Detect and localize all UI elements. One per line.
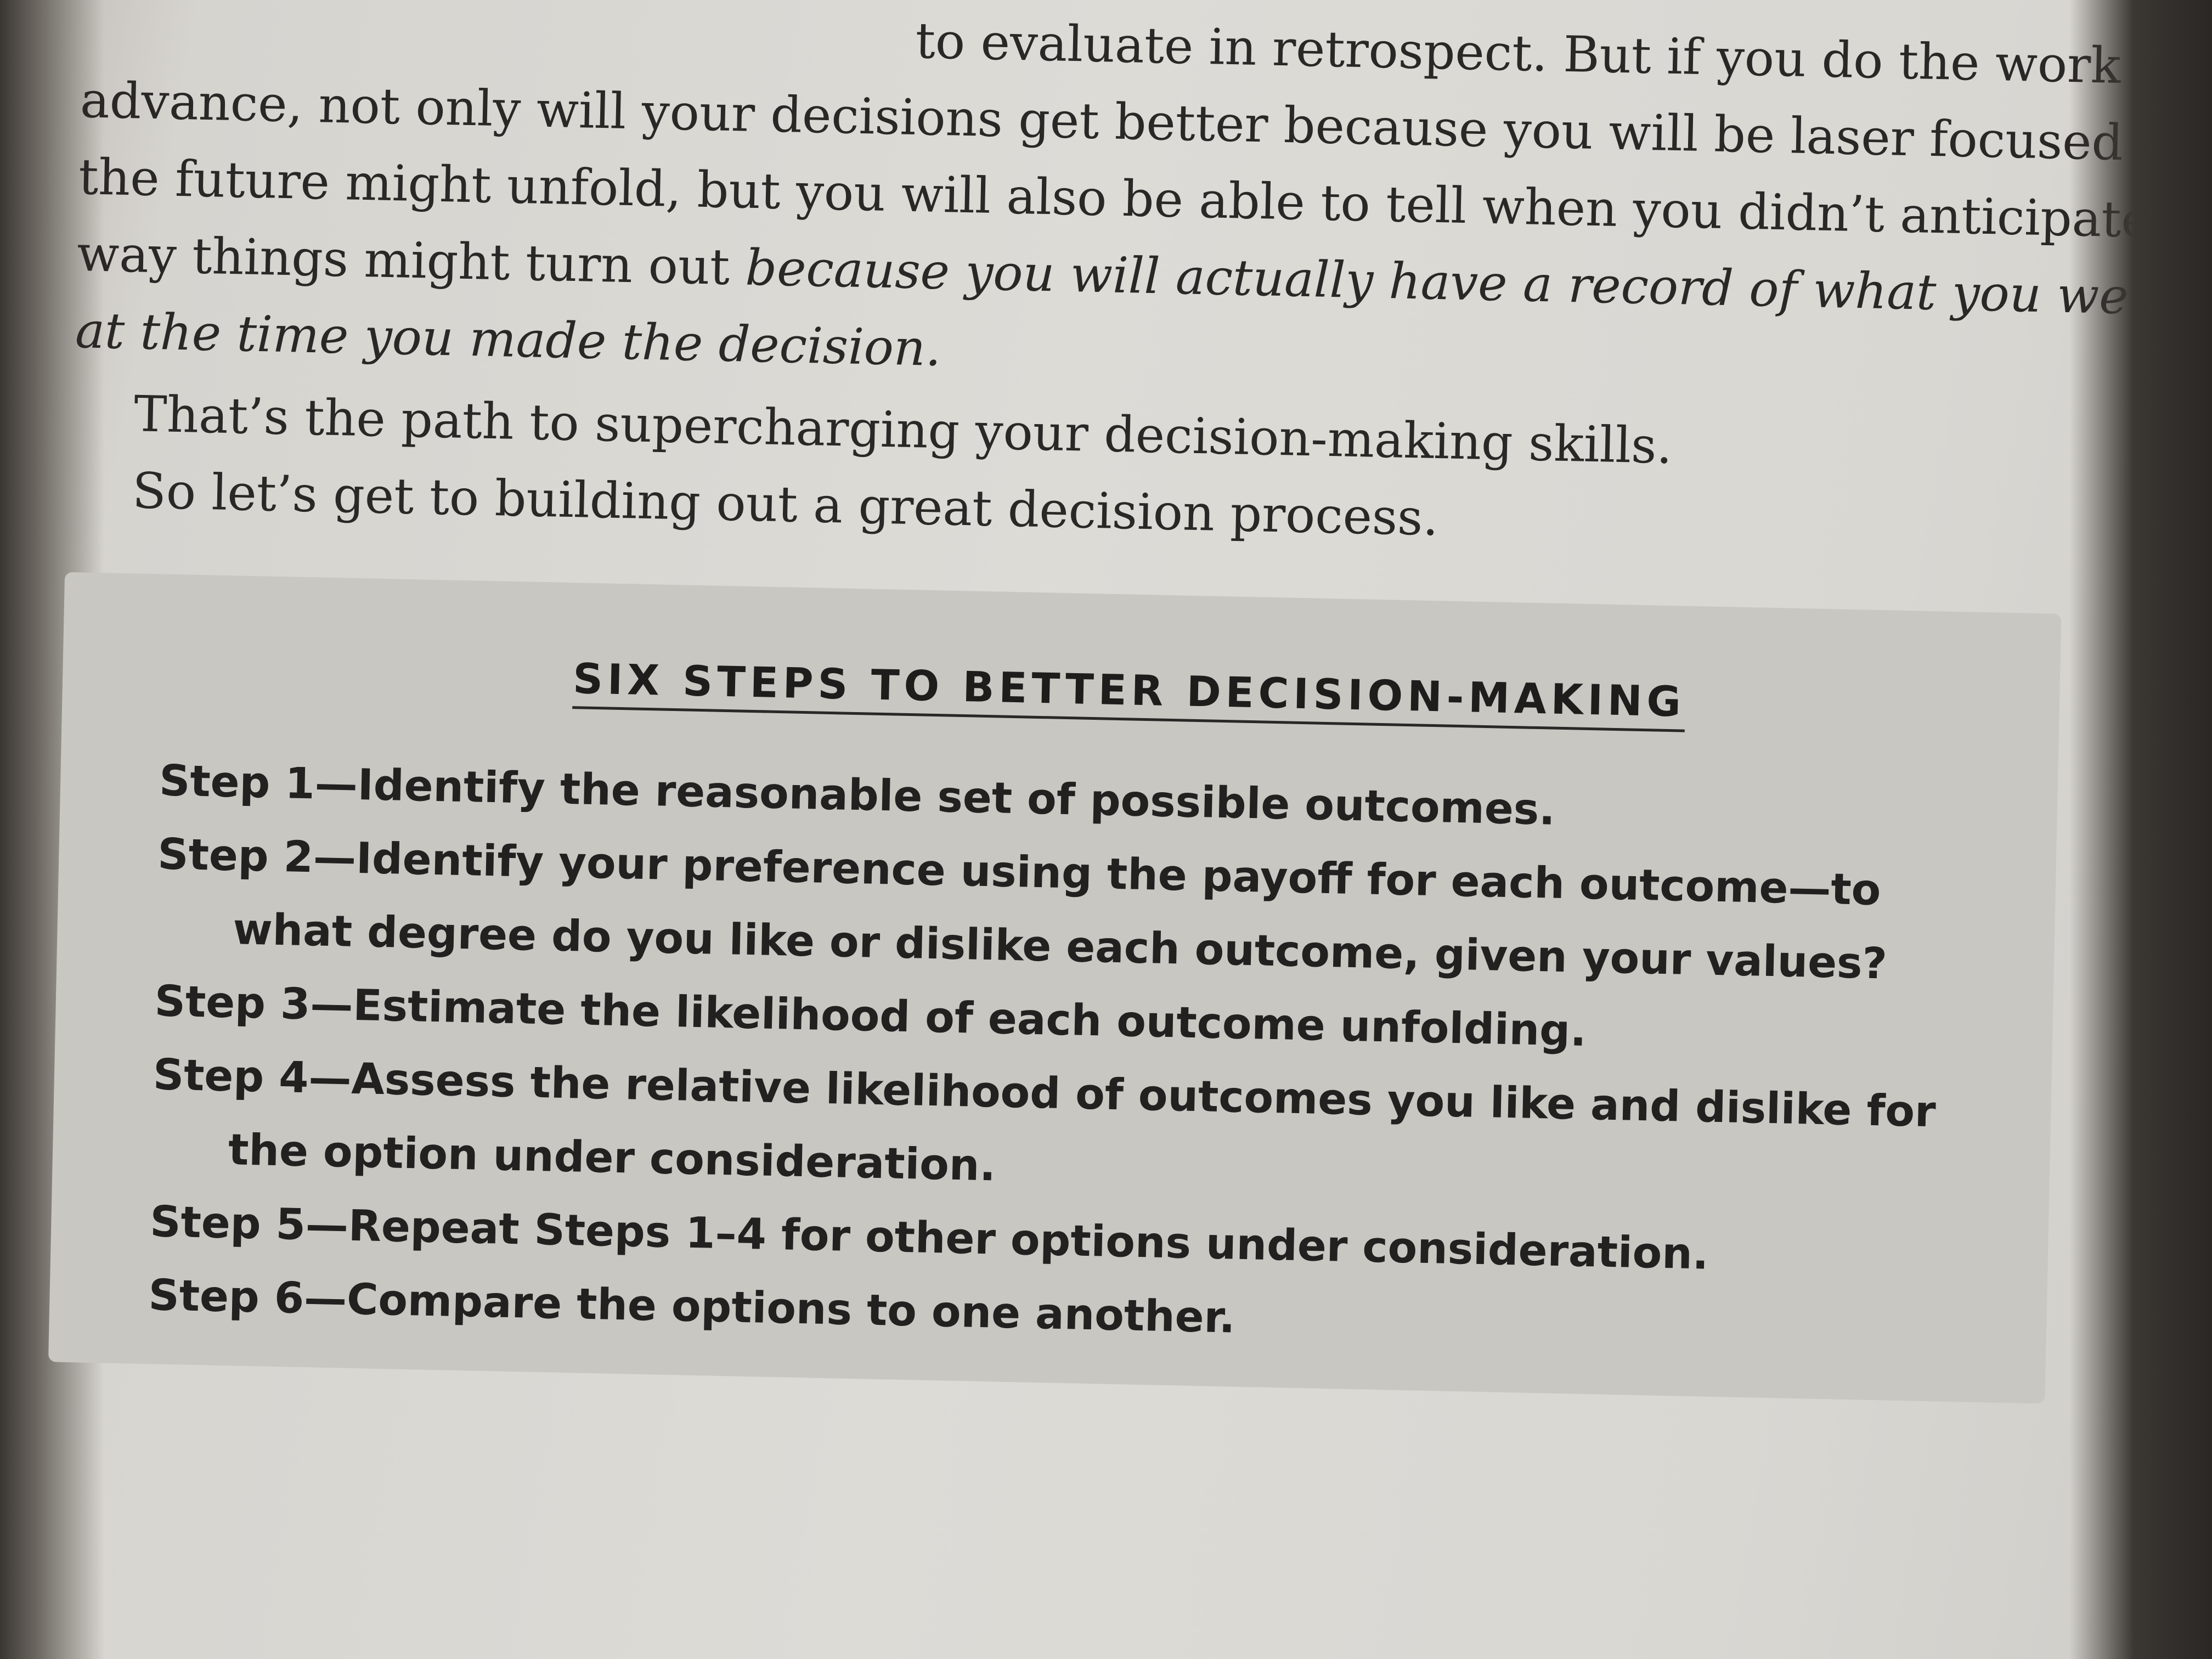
body-text: to evaluate in retrospect. But if you do…: [71, 0, 2212, 572]
step-line: Step 6—Compare the options to one anothe…: [148, 1271, 1236, 1343]
sidebar-box: SIX STEPS TO BETTER DECISION-MAKING Step…: [48, 572, 2062, 1404]
box-title: SIX STEPS TO BETTER DECISION-MAKING: [572, 654, 1686, 732]
steps-list: Step 1—Identify the reasonable set of po…: [148, 744, 1997, 1370]
right-edge-shadow: [2069, 0, 2212, 1659]
text-line-4-plain: way things might turn out: [76, 225, 746, 297]
